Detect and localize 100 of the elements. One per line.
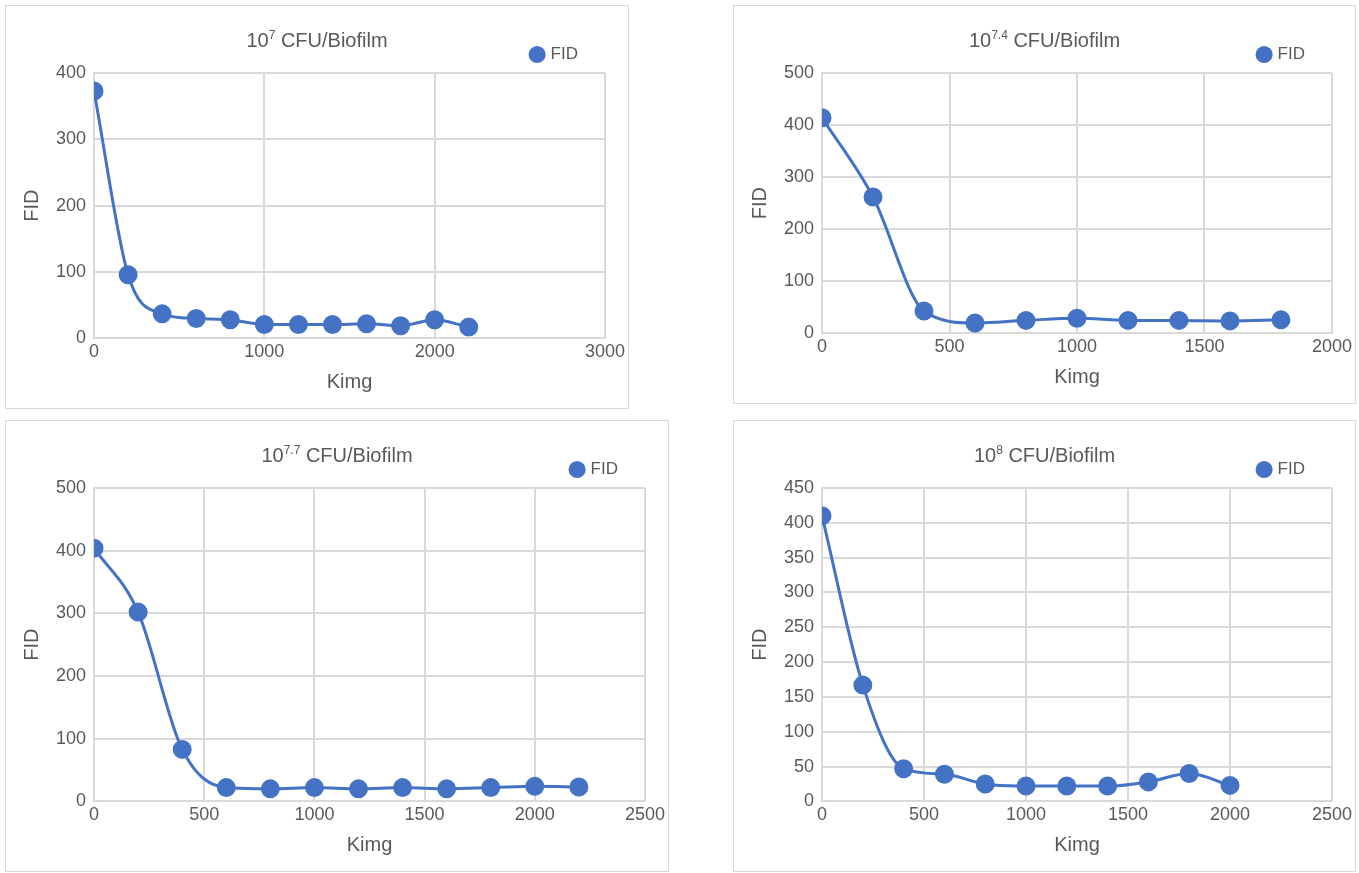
point [437, 779, 457, 799]
x-tick-label: 1000 [244, 341, 285, 362]
x-tick-label: 1000 [1005, 804, 1047, 825]
point [260, 779, 280, 799]
x-axis-title: Kimg [1054, 364, 1100, 387]
point [1179, 764, 1199, 784]
y-tick-label: 300 [55, 602, 87, 623]
point [152, 304, 172, 324]
y-tick-label: 100 [55, 727, 87, 748]
point [425, 310, 445, 330]
point [172, 739, 192, 759]
point [348, 779, 368, 799]
y-tick-label: 200 [55, 194, 87, 215]
point [965, 313, 985, 333]
x-tick-label: 500 [934, 336, 965, 357]
y-tick-label: 400 [55, 539, 87, 560]
point [186, 309, 206, 328]
x-tick-label: 1500 [1107, 804, 1149, 825]
point [459, 317, 479, 337]
point [914, 301, 934, 321]
y-tick-label: 100 [55, 261, 87, 282]
point [1098, 776, 1118, 796]
point [1016, 776, 1036, 796]
point [975, 774, 995, 794]
legend-label: FID [1277, 44, 1306, 64]
point [391, 316, 411, 336]
point [118, 265, 138, 285]
y-axis-title: FID [19, 628, 42, 661]
y-tick-label: 500 [55, 476, 87, 497]
y-tick-label: 0 [804, 322, 815, 343]
x-tick-label: 2000 [1209, 804, 1251, 825]
y-tick-label: 300 [783, 581, 815, 602]
y-tick-label: 400 [55, 61, 87, 82]
point [254, 314, 274, 334]
y-axis-title: FID [19, 189, 42, 222]
point [220, 310, 240, 330]
x-tick-label: 1500 [404, 804, 445, 825]
y-tick-label: 150 [783, 685, 815, 706]
y-axis-title: FID [747, 628, 770, 661]
x-axis-title: Kimg [346, 832, 393, 855]
x-tick-label: 2000 [514, 804, 555, 825]
x-tick-label: 2500 [1311, 804, 1352, 825]
point [1220, 775, 1240, 795]
y-tick-label: 0 [804, 790, 815, 811]
y-tick-label: 400 [783, 114, 815, 135]
point [357, 314, 377, 334]
x-axis-title: Kimg [326, 369, 373, 392]
point [1169, 310, 1189, 330]
point [1118, 310, 1138, 330]
x-tick-label: 0 [89, 804, 100, 825]
point [1057, 776, 1077, 796]
x-tick-label: 2000 [414, 341, 455, 362]
point [216, 778, 236, 798]
y-tick-label: 300 [55, 128, 87, 149]
y-axis-title: FID [747, 187, 770, 220]
x-tick-label: 0 [817, 336, 828, 357]
x-tick-label: 1000 [294, 804, 335, 825]
x-tick-label: 500 [909, 804, 940, 825]
y-tick-label: 500 [783, 61, 815, 82]
x-tick-label: 1500 [1184, 336, 1225, 357]
point [525, 776, 545, 796]
legend-label: FID [590, 459, 619, 479]
chart-title: 10$^{7.7}$ CFU/Biofilm [261, 443, 413, 466]
y-tick-label: 250 [783, 616, 815, 637]
point [1016, 310, 1036, 330]
x-tick-label: 0 [817, 804, 828, 825]
y-tick-label: 0 [76, 790, 87, 811]
y-tick-label: 300 [783, 166, 815, 187]
legend-label: FID [550, 44, 579, 64]
point [393, 778, 413, 798]
y-tick-label: 200 [783, 218, 815, 239]
point [934, 764, 954, 784]
point [569, 777, 589, 797]
y-tick-label: 350 [783, 546, 815, 567]
x-axis-title: Kimg [1054, 832, 1100, 855]
chart-title: 10$^{7}$ CFU/Biofilm [246, 28, 388, 51]
y-tick-label: 200 [783, 651, 815, 672]
point [128, 602, 148, 622]
point [863, 187, 883, 207]
point [1220, 311, 1240, 331]
point [481, 778, 501, 798]
x-tick-label: 2500 [624, 804, 665, 825]
y-tick-label: 400 [783, 511, 815, 532]
chart-title: 10$^{8}$ CFU/Biofilm [973, 443, 1116, 466]
y-tick-label: 450 [783, 476, 815, 497]
point [288, 314, 308, 334]
point [304, 778, 324, 798]
chart-title: 10$^{7.4}$ CFU/Biofilm [968, 28, 1121, 51]
y-tick-label: 100 [783, 270, 815, 291]
y-tick-label: 200 [55, 665, 87, 686]
point [894, 759, 914, 779]
x-tick-label: 1000 [1056, 336, 1098, 357]
x-tick-label: 2000 [1311, 336, 1352, 357]
point [1271, 310, 1291, 330]
legend-label: FID [1277, 459, 1306, 479]
y-tick-label: 100 [783, 720, 815, 741]
x-tick-label: 500 [189, 804, 220, 825]
point [322, 314, 342, 334]
point [1138, 772, 1158, 792]
point [1067, 308, 1087, 328]
